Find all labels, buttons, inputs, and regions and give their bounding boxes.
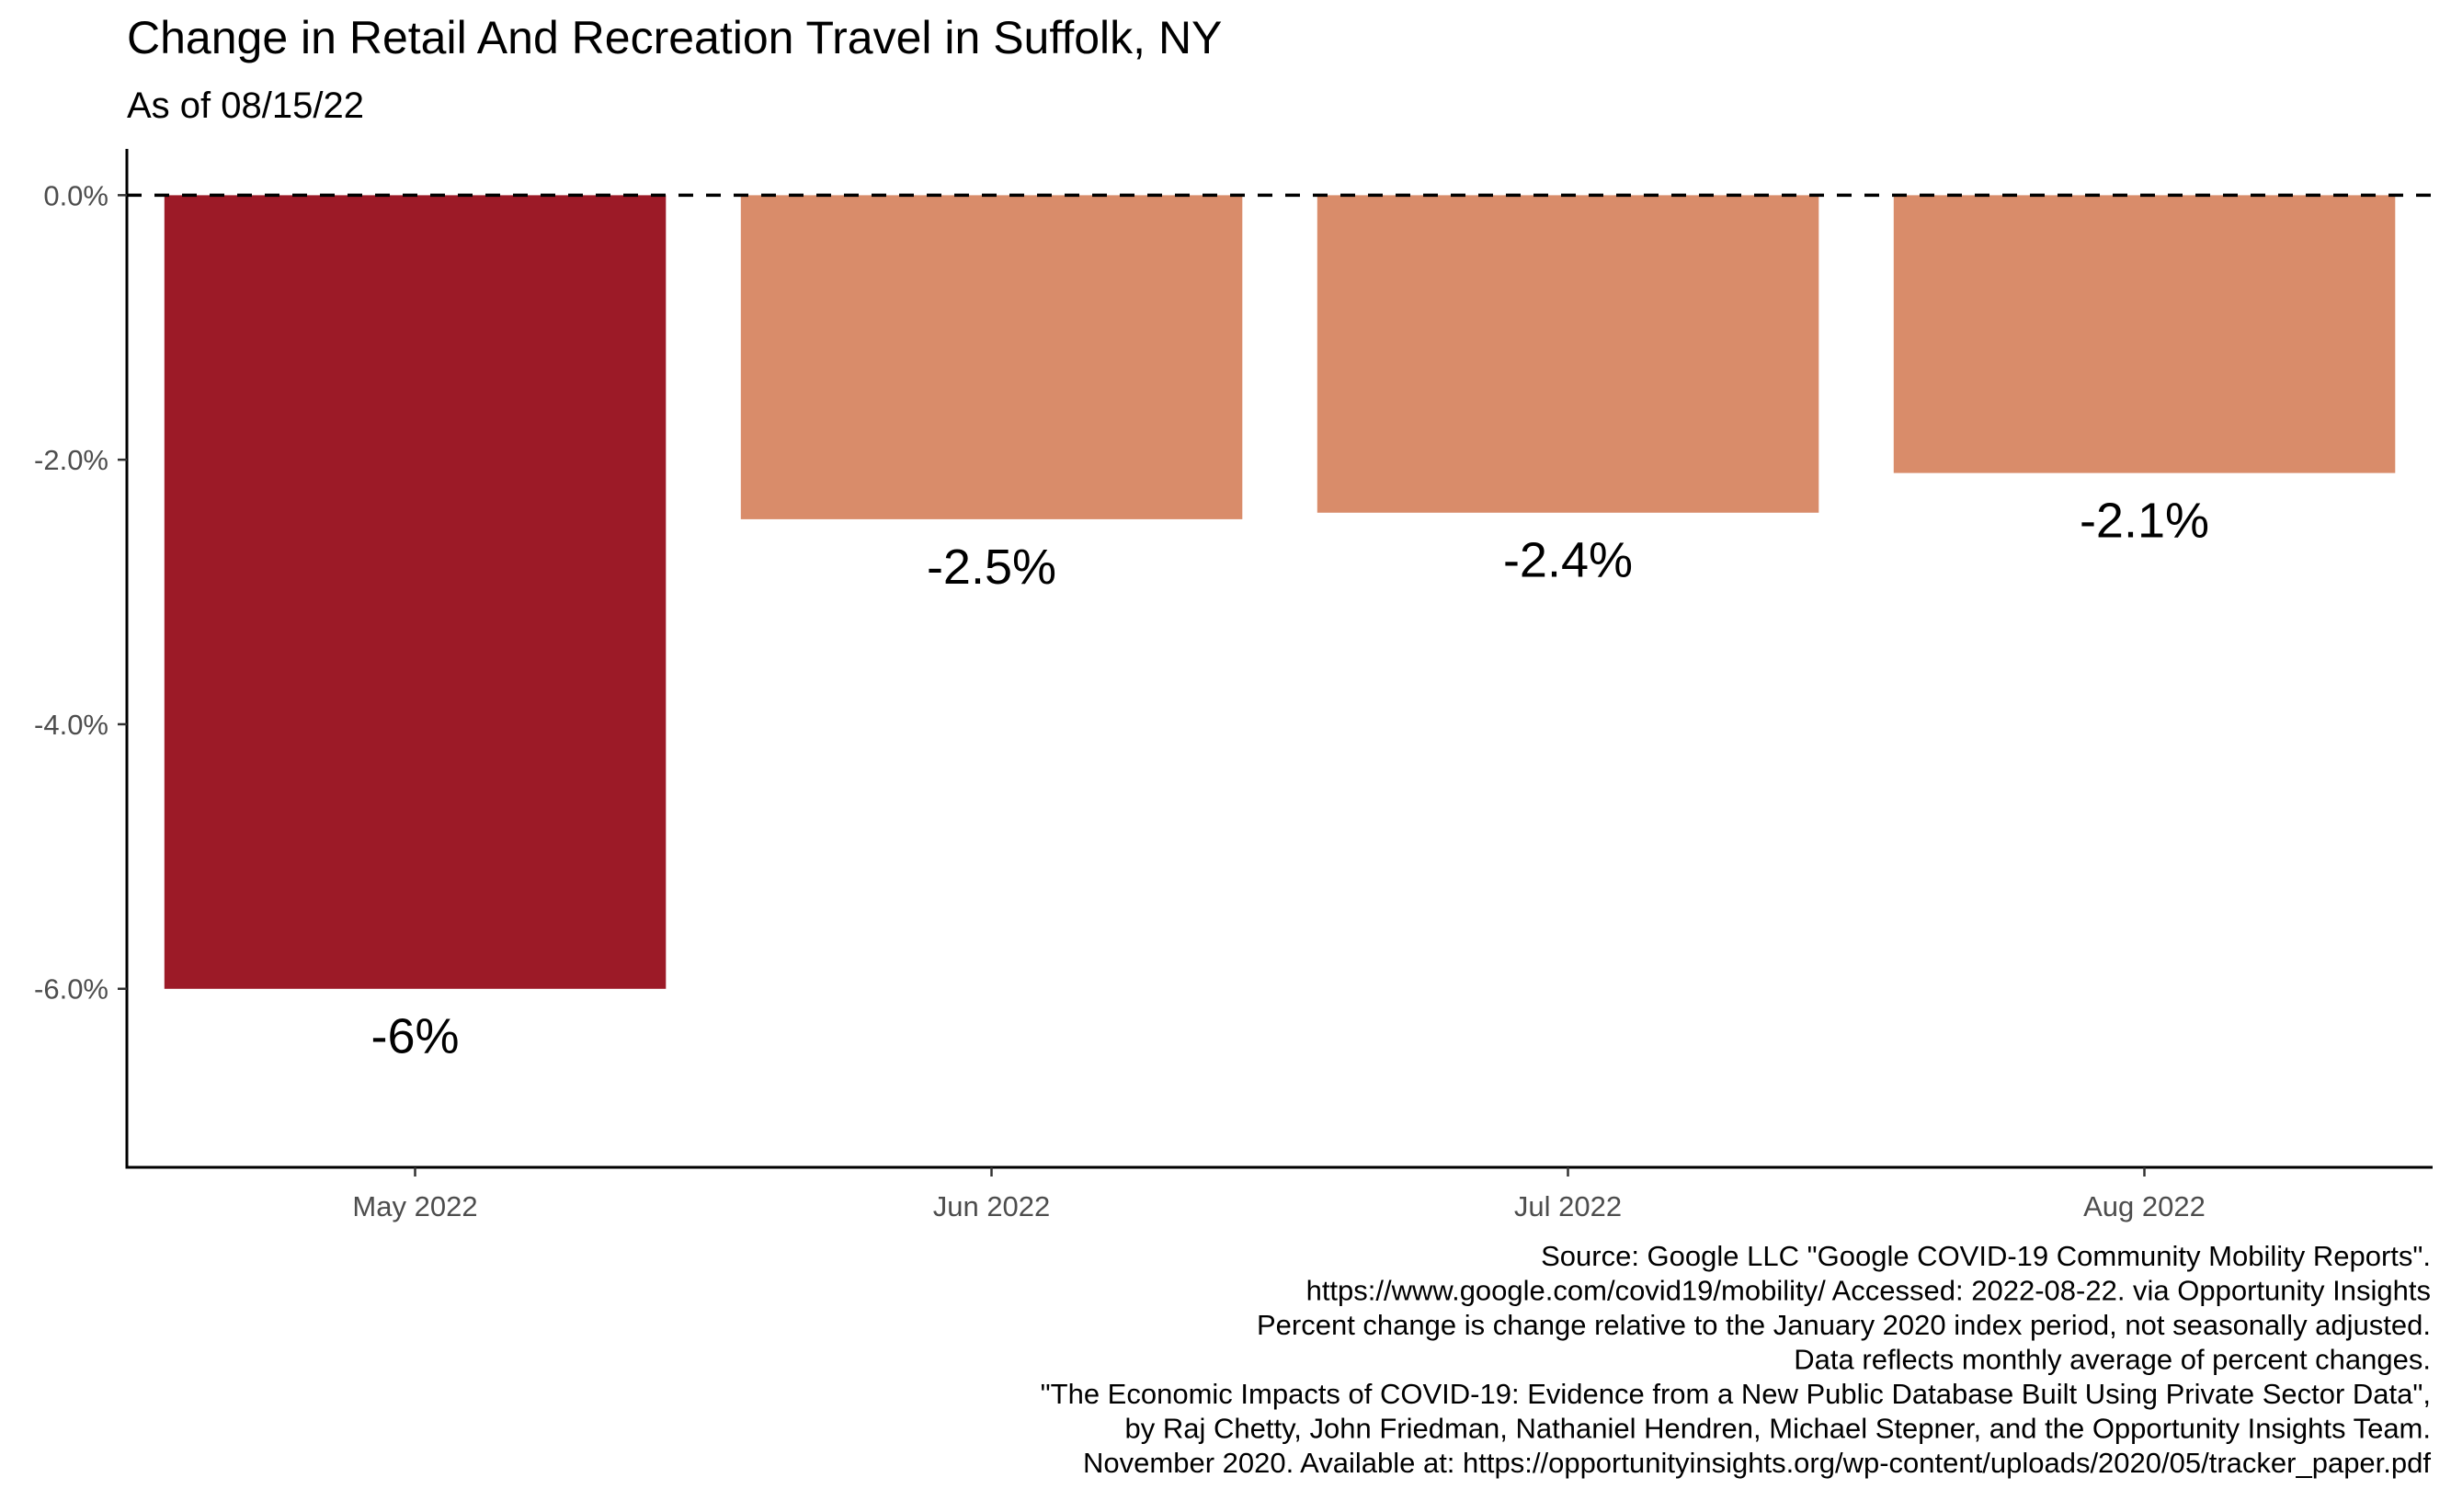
x-tick-label: Jun 2022 [933,1190,1051,1222]
y-tick-label: 0.0% [43,179,108,211]
bar-may-2022 [164,195,667,989]
x-tick-label: Jul 2022 [1514,1190,1622,1222]
x-tick-label: Aug 2022 [2083,1190,2206,1222]
y-tick-label: -4.0% [34,709,108,741]
caption-line: https://www.google.com/covid19/mobility/… [1306,1275,2431,1307]
bar-jul-2022 [1317,195,1819,513]
caption-line: by Raj Chetty, John Friedman, Nathaniel … [1125,1413,2431,1445]
bar-aug-2022 [1893,195,2396,473]
caption-line: November 2020. Available at: https://opp… [1083,1447,2431,1479]
y-tick-label: -2.0% [34,444,108,476]
bar-jun-2022 [740,195,1243,519]
x-tick-label: May 2022 [352,1190,477,1222]
axes-layer: 0.0% -2.0% -4.0% -6.0% May 2022 Jun 2022 Jul 2… [34,149,2433,1222]
bar-labels-layer: -6% -2.5% -2.4% -2.1% [370,494,2209,1064]
chart-subtitle: As of 08/15/22 [127,85,364,126]
caption-line: Data reflects monthly average of percent… [1794,1344,2431,1376]
bars-layer [164,195,2396,989]
bar-value-label: -2.1% [2080,494,2209,549]
bar-value-label: -6% [370,1009,459,1064]
chart-title: Change in Retail And Recreation Travel i… [127,12,1222,63]
caption: Source: Google LLC "Google COVID-19 Comm… [1041,1240,2432,1479]
y-tick-label: -6.0% [34,973,108,1006]
caption-line: Percent change is change relative to the… [1257,1309,2431,1341]
bar-value-label: -2.5% [927,540,1056,595]
caption-line: Source: Google LLC "Google COVID-19 Comm… [1541,1240,2431,1272]
bar-value-label: -2.4% [1503,533,1633,588]
caption-line: "The Economic Impacts of COVID-19: Evide… [1041,1378,2431,1410]
